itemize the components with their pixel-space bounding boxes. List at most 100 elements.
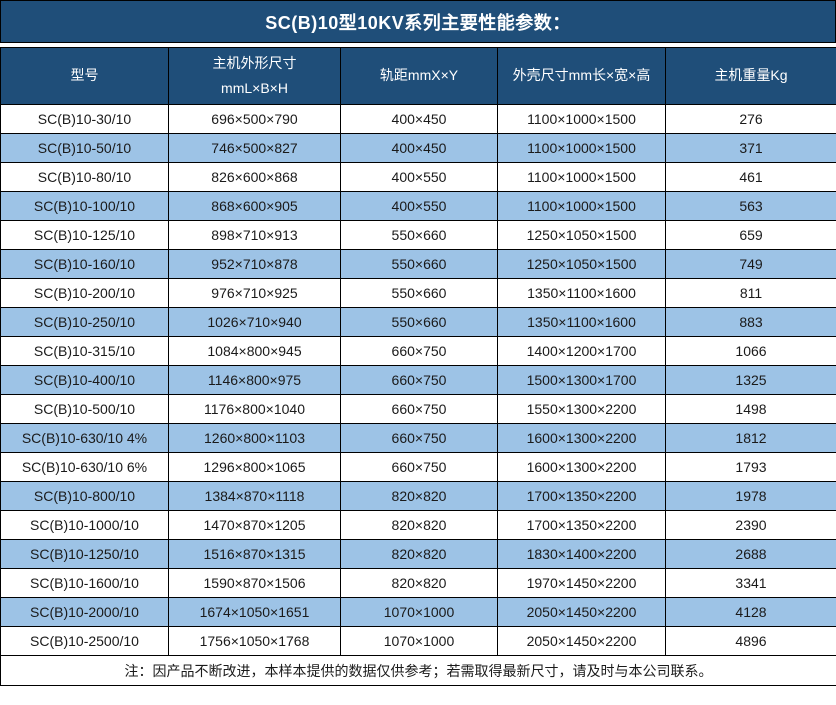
dimensions-cell: 952×710×878 — [168, 249, 341, 279]
col-header-weight: 主机重量Kg — [665, 47, 836, 105]
model-cell: SC(B)10-2000/10 — [0, 597, 169, 627]
shell-size-cell: 1700×1350×2200 — [497, 481, 666, 511]
model-cell: SC(B)10-1600/10 — [0, 568, 169, 598]
model-cell: SC(B)10-250/10 — [0, 307, 169, 337]
weight-cell: 4896 — [665, 626, 836, 656]
table-body: SC(B)10-30/10 696×500×790 400×450 1100×1000… — [0, 104, 836, 656]
weight-cell: 659 — [665, 220, 836, 250]
table-row: SC(B)10-125/10 898×710×913 550×660 1250×105… — [0, 220, 836, 250]
col-header-dimensions-line2: mmL×B×H — [221, 80, 288, 96]
dimensions-cell: 976×710×925 — [168, 278, 341, 308]
table-row: SC(B)10-400/10 1146×800×975 660×750 1500×13… — [0, 365, 836, 395]
shell-size-cell: 1830×1400×2200 — [497, 539, 666, 569]
table-row: SC(B)10-1250/10 1516×870×1315 820×820 1830×… — [0, 539, 836, 569]
table-row: SC(B)10-2000/10 1674×1050×1651 1070×1000 20… — [0, 597, 836, 627]
model-cell: SC(B)10-500/10 — [0, 394, 169, 424]
weight-cell: 1066 — [665, 336, 836, 366]
rail-gauge-cell: 820×820 — [340, 539, 498, 569]
dimensions-cell: 1260×800×1103 — [168, 423, 341, 453]
dimensions-cell: 1590×870×1506 — [168, 568, 341, 598]
model-cell: SC(B)10-315/10 — [0, 336, 169, 366]
model-cell: SC(B)10-100/10 — [0, 191, 169, 221]
col-header-rail-gauge: 轨距mmX×Y — [340, 47, 498, 105]
weight-cell: 883 — [665, 307, 836, 337]
rail-gauge-cell: 1070×1000 — [340, 626, 498, 656]
dimensions-cell: 696×500×790 — [168, 104, 341, 134]
header-row: 型号 主机外形尺寸 mmL×B×H 轨距mmX×Y 外壳尺寸mm长×宽×高 主机… — [0, 47, 836, 105]
rail-gauge-cell: 550×660 — [340, 220, 498, 250]
model-cell: SC(B)10-630/10 6% — [0, 452, 169, 482]
model-cell: SC(B)10-50/10 — [0, 133, 169, 163]
weight-cell: 1812 — [665, 423, 836, 453]
table-row: SC(B)10-50/10 746×500×827 400×450 1100×1000… — [0, 133, 836, 163]
table-row: SC(B)10-630/10 4% 1260×800×1103 660×750 160… — [0, 423, 836, 453]
rail-gauge-cell: 660×750 — [340, 336, 498, 366]
model-cell: SC(B)10-2500/10 — [0, 626, 169, 656]
dimensions-cell: 1516×870×1315 — [168, 539, 341, 569]
model-cell: SC(B)10-200/10 — [0, 278, 169, 308]
shell-size-cell: 1100×1000×1500 — [497, 162, 666, 192]
weight-cell: 1498 — [665, 394, 836, 424]
shell-size-cell: 1600×1300×2200 — [497, 423, 666, 453]
weight-cell: 276 — [665, 104, 836, 134]
dimensions-cell: 1470×870×1205 — [168, 510, 341, 540]
weight-cell: 2688 — [665, 539, 836, 569]
model-cell: SC(B)10-400/10 — [0, 365, 169, 395]
dimensions-cell: 1176×800×1040 — [168, 394, 341, 424]
model-cell: SC(B)10-1000/10 — [0, 510, 169, 540]
title-table-divider — [0, 43, 836, 47]
footer-row: 注：因产品不断改进，本样本提供的数据仅供参考；若需取得最新尺寸，请及时与本公司联… — [0, 655, 836, 686]
rail-gauge-cell: 1070×1000 — [340, 597, 498, 627]
table-row: SC(B)10-1600/10 1590×870×1506 820×820 1970×… — [0, 568, 836, 598]
table-row: SC(B)10-1000/10 1470×870×1205 820×820 1700×… — [0, 510, 836, 540]
weight-cell: 3341 — [665, 568, 836, 598]
weight-cell: 4128 — [665, 597, 836, 627]
shell-size-cell: 1250×1050×1500 — [497, 220, 666, 250]
table-row: SC(B)10-250/10 1026×710×940 550×660 1350×11… — [0, 307, 836, 337]
rail-gauge-cell: 820×820 — [340, 481, 498, 511]
model-cell: SC(B)10-800/10 — [0, 481, 169, 511]
weight-cell: 2390 — [665, 510, 836, 540]
table-row: SC(B)10-200/10 976×710×925 550×660 1350×110… — [0, 278, 836, 308]
table-row: SC(B)10-800/10 1384×870×1118 820×820 1700×1… — [0, 481, 836, 511]
table-row: SC(B)10-30/10 696×500×790 400×450 1100×1000… — [0, 104, 836, 134]
shell-size-cell: 1100×1000×1500 — [497, 104, 666, 134]
rail-gauge-cell: 660×750 — [340, 394, 498, 424]
dimensions-cell: 1756×1050×1768 — [168, 626, 341, 656]
shell-size-cell: 1550×1300×2200 — [497, 394, 666, 424]
dimensions-cell: 1084×800×945 — [168, 336, 341, 366]
col-header-dimensions-line1: 主机外形尺寸 — [212, 54, 297, 71]
table-row: SC(B)10-2500/10 1756×1050×1768 1070×1000 20… — [0, 626, 836, 656]
model-cell: SC(B)10-125/10 — [0, 220, 169, 250]
dimensions-cell: 826×600×868 — [168, 162, 341, 192]
rail-gauge-cell: 660×750 — [340, 365, 498, 395]
shell-size-cell: 1250×1050×1500 — [497, 249, 666, 279]
footnote: 注：因产品不断改进，本样本提供的数据仅供参考；若需取得最新尺寸，请及时与本公司联… — [0, 655, 836, 686]
rail-gauge-cell: 400×550 — [340, 162, 498, 192]
rail-gauge-cell: 400×450 — [340, 133, 498, 163]
weight-cell: 563 — [665, 191, 836, 221]
shell-size-cell: 1100×1000×1500 — [497, 133, 666, 163]
col-header-model: 型号 — [0, 47, 169, 105]
rail-gauge-cell: 550×660 — [340, 307, 498, 337]
weight-cell: 811 — [665, 278, 836, 308]
rail-gauge-cell: 820×820 — [340, 568, 498, 598]
dimensions-cell: 1384×870×1118 — [168, 481, 341, 511]
model-cell: SC(B)10-80/10 — [0, 162, 169, 192]
dimensions-cell: 746×500×827 — [168, 133, 341, 163]
dimensions-cell: 898×710×913 — [168, 220, 341, 250]
rail-gauge-cell: 660×750 — [340, 423, 498, 453]
dimensions-cell: 1296×800×1065 — [168, 452, 341, 482]
table-row: SC(B)10-500/10 1176×800×1040 660×750 1550×1… — [0, 394, 836, 424]
table-row: SC(B)10-630/10 6% 1296×800×1065 660×750 160… — [0, 452, 836, 482]
dimensions-cell: 1674×1050×1651 — [168, 597, 341, 627]
col-header-dimensions: 主机外形尺寸 mmL×B×H — [168, 47, 341, 105]
weight-cell: 1793 — [665, 452, 836, 482]
rail-gauge-cell: 550×660 — [340, 249, 498, 279]
spec-table: 型号 主机外形尺寸 mmL×B×H 轨距mmX×Y 外壳尺寸mm长×宽×高 主机… — [0, 47, 836, 686]
model-cell: SC(B)10-630/10 4% — [0, 423, 169, 453]
shell-size-cell: 1970×1450×2200 — [497, 568, 666, 598]
weight-cell: 371 — [665, 133, 836, 163]
shell-size-cell: 1600×1300×2200 — [497, 452, 666, 482]
rail-gauge-cell: 400×550 — [340, 191, 498, 221]
